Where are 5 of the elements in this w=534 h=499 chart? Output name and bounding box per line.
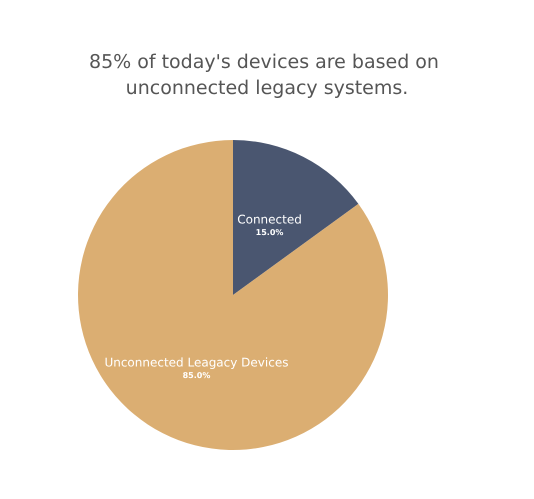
data-label: 15.0% [256,228,284,237]
data-label: 85.0% [182,371,210,380]
chart-title: 85% of today's devices are based on unconnected legacy systems. [88,51,446,99]
slice-label: Connected [237,212,302,226]
slice-label: Unconnected Leagacy Devices [104,356,288,370]
